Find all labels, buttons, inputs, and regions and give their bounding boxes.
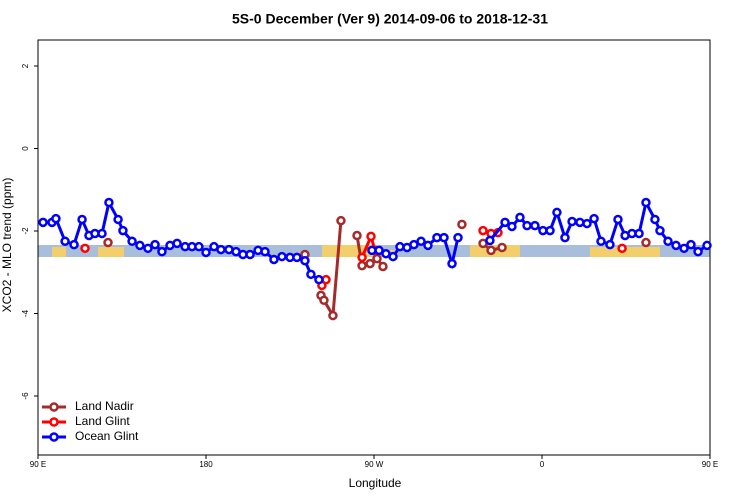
point	[357, 260, 367, 271]
point	[150, 239, 160, 250]
y-tick-label: -2	[21, 227, 30, 235]
point	[663, 236, 673, 247]
point	[157, 246, 167, 257]
point	[172, 238, 182, 249]
point	[686, 239, 696, 250]
point	[51, 213, 61, 224]
point	[77, 214, 87, 225]
legend-label: Ocean Glint	[75, 429, 139, 443]
point	[300, 255, 310, 266]
point	[634, 228, 644, 239]
point	[453, 232, 463, 243]
x-tick-label: 90 E	[30, 460, 46, 469]
point	[80, 243, 90, 254]
point	[478, 225, 488, 236]
point	[447, 258, 457, 269]
y-tick-label: -4	[21, 309, 30, 317]
point	[545, 225, 555, 236]
x-tick-label: 90 E	[702, 460, 718, 469]
point	[127, 236, 137, 247]
point	[515, 212, 525, 223]
point	[507, 221, 517, 232]
point	[292, 252, 302, 263]
point	[522, 220, 532, 231]
point	[135, 240, 145, 251]
series-line	[322, 231, 622, 286]
point	[457, 219, 467, 230]
point	[679, 243, 689, 254]
point	[409, 239, 419, 250]
point	[416, 236, 426, 247]
point	[500, 217, 510, 228]
point	[97, 228, 107, 239]
point	[693, 246, 703, 257]
point	[486, 245, 496, 256]
point	[314, 274, 324, 285]
point	[567, 216, 577, 227]
x-axis-label: Longitude	[349, 476, 402, 490]
point	[589, 213, 599, 224]
point	[216, 244, 226, 255]
point	[260, 246, 270, 257]
point	[352, 230, 362, 241]
point	[194, 241, 204, 252]
point	[423, 240, 433, 251]
chart-title: 5S-0 December (Ver 9) 2014-09-06 to 2018…	[232, 11, 548, 27]
point	[650, 214, 660, 225]
point	[366, 231, 376, 242]
point	[60, 236, 70, 247]
point	[277, 251, 287, 262]
point	[38, 217, 48, 228]
y-tick-label: -6	[21, 392, 30, 400]
point	[113, 214, 123, 225]
point	[596, 236, 606, 247]
point	[103, 237, 113, 248]
point	[319, 295, 329, 306]
x-tick-label: 90 W	[365, 460, 384, 469]
point	[702, 240, 712, 251]
legend-marker	[49, 402, 59, 412]
legend-marker	[49, 417, 59, 427]
point	[439, 232, 449, 243]
point	[641, 237, 651, 248]
point	[306, 269, 316, 280]
point	[605, 239, 615, 250]
point	[69, 239, 79, 250]
x-tick-label: 180	[199, 460, 213, 469]
y-axis-label: XCO2 - MLO trend (ppm)	[0, 178, 14, 313]
point	[655, 225, 665, 236]
point	[104, 197, 114, 208]
point	[143, 243, 153, 254]
point	[530, 220, 540, 231]
point	[575, 217, 585, 228]
point	[671, 240, 681, 251]
point	[201, 247, 211, 258]
point	[372, 253, 382, 264]
point	[641, 197, 651, 208]
point	[388, 251, 398, 262]
legend-label: Land Glint	[75, 414, 130, 428]
legend-marker	[49, 432, 59, 442]
legend-label: Land Nadir	[75, 399, 134, 413]
point	[552, 207, 562, 218]
point	[497, 242, 507, 253]
point	[378, 261, 388, 272]
point	[613, 214, 623, 225]
point	[357, 252, 367, 263]
x-tick-label: 0	[540, 460, 545, 469]
point	[245, 249, 255, 260]
point	[118, 225, 128, 236]
point	[617, 243, 627, 254]
point	[485, 235, 495, 246]
y-tick-label: 0	[21, 146, 30, 151]
point	[560, 232, 570, 243]
point	[328, 310, 338, 321]
point	[336, 215, 346, 226]
point	[269, 254, 279, 265]
point	[582, 218, 592, 229]
point	[365, 258, 375, 269]
y-tick-label: 2	[21, 63, 30, 68]
